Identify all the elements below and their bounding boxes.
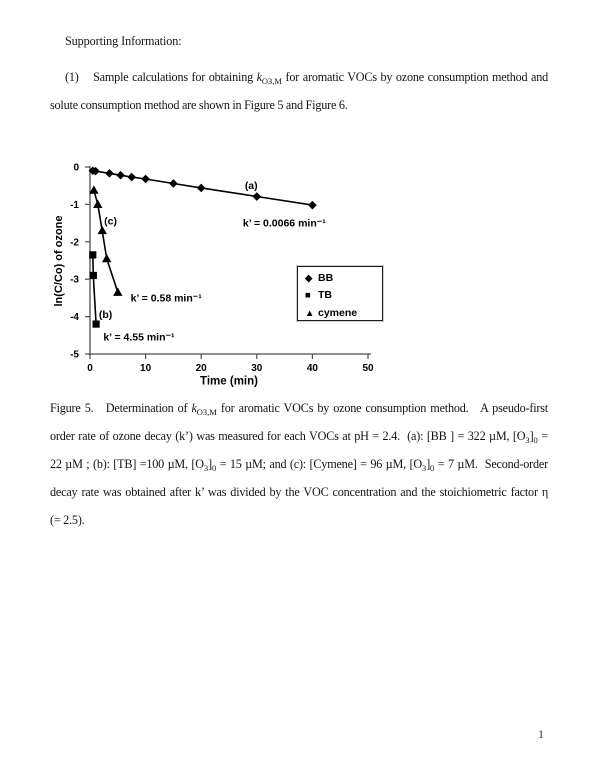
caption-line-2: order rate of ozone decay (k’) was measu… — [50, 422, 548, 450]
square-marker-icon: ■ — [305, 290, 311, 301]
data-point-cymene — [93, 199, 103, 208]
triangle-marker-icon: ▲ — [305, 307, 315, 319]
page-number: 1 — [538, 727, 544, 741]
italic-run: k — [256, 70, 262, 84]
data-point-BB — [169, 179, 178, 188]
data-point-cymene — [113, 287, 123, 296]
script-run: O3,M — [261, 75, 282, 86]
x-tick-label: 20 — [196, 363, 208, 374]
annotation-4: (b) — [99, 309, 112, 321]
supporting-information-heading: Supporting Information: — [65, 34, 182, 48]
text-run: = 15 µM; and (c): [Cymene] = 96 µM, [O — [216, 457, 422, 471]
italic-run: k — [191, 401, 197, 415]
legend-item-tb: ■ TB — [298, 285, 382, 302]
legend-label: TB — [318, 289, 332, 301]
script-run: 3 — [203, 462, 209, 473]
text-run: Figure 5. Determination of — [50, 401, 192, 415]
text-run: = — [537, 429, 548, 443]
data-point-TB — [89, 271, 97, 280]
annotation-5: k’ = 4.55 min⁻¹ — [103, 332, 175, 344]
x-tick-label: 50 — [362, 363, 374, 374]
text-run: (= 2.5). — [50, 513, 85, 527]
annotation-1: k’ = 0.0066 min⁻¹ — [243, 218, 326, 230]
text-run: ] — [208, 457, 212, 471]
intro-line-1: (1) Sample calculations for obtaining kO… — [50, 63, 548, 91]
y-tick-label: -1 — [70, 200, 79, 211]
figure5-caption: Figure 5. Determination of kO3,M for aro… — [50, 394, 548, 534]
data-point-BB — [196, 183, 206, 193]
data-point-BB — [91, 166, 100, 176]
legend-item-cymene: ▲ cymene — [298, 303, 382, 320]
caption-line-3: 22 µM ; (b): [TB] =100 µM, [O3]0 = 15 µM… — [50, 450, 548, 478]
data-point-TB — [92, 320, 100, 328]
legend-label: cymene — [318, 306, 358, 319]
script-run: 0 — [211, 462, 217, 473]
text-run: solute consumption method are shown in F… — [50, 98, 348, 112]
annotation-3: k’ = 0.58 min⁻¹ — [131, 292, 203, 304]
y-tick-label: -4 — [70, 312, 79, 323]
text-run: order rate of ozone decay (k’) was measu… — [50, 429, 526, 443]
y-tick-label: 0 — [73, 163, 79, 174]
series-line-BB — [92, 169, 313, 206]
text-run: for aromatic VOCs by ozone consumption m… — [216, 401, 548, 415]
script-run: 0 — [430, 462, 435, 473]
script-run: 3 — [421, 462, 427, 473]
x-tick-label: 0 — [87, 363, 93, 374]
intro-line-2: solute consumption method are shown in F… — [50, 91, 548, 119]
text-run: ] — [529, 429, 534, 443]
chart-legend: ◆ BB ■ TB ▲ cymene — [297, 266, 383, 321]
text-run: decay rate was obtained after k’ was div… — [50, 485, 548, 499]
caption-line-1: Figure 5. Determination of kO3,M for aro… — [50, 394, 548, 422]
y-tick-label: -2 — [70, 237, 79, 248]
data-point-BB — [308, 200, 317, 210]
text-run: (1) Sample calculations for obtaining — [65, 70, 257, 84]
data-point-BB — [116, 170, 125, 180]
y-tick-label: -3 — [70, 275, 79, 286]
data-point-BB — [252, 192, 262, 201]
x-tick-label: 30 — [251, 363, 263, 374]
diamond-marker-icon: ◆ — [305, 272, 313, 284]
legend-label: BB — [318, 271, 334, 284]
data-point-BB — [127, 172, 136, 182]
caption-line-4: decay rate was obtained after k’ was div… — [50, 478, 548, 506]
annotation-0: (a) — [245, 180, 258, 192]
data-point-cymene — [89, 185, 99, 194]
x-tick-label: 40 — [307, 363, 319, 374]
script-run: 3 — [525, 434, 530, 445]
script-run: O3,M — [196, 406, 217, 417]
text-run: for aromatic VOCs by ozone consumption m… — [281, 70, 548, 84]
data-point-cymene — [97, 225, 107, 235]
y-tick-label: -5 — [70, 350, 79, 361]
script-run: 0 — [533, 434, 538, 445]
caption-line-5: (= 2.5). — [50, 506, 548, 534]
intro-paragraph: (1) Sample calculations for obtaining kO… — [50, 63, 548, 119]
data-point-TB — [89, 251, 97, 259]
legend-item-bb: ◆ BB — [298, 268, 382, 285]
text-run: = 7 µM. Second-order — [434, 457, 548, 471]
data-point-BB — [105, 169, 114, 178]
annotation-2: (c) — [104, 216, 117, 228]
series-line-TB — [92, 254, 97, 325]
ozone-decay-plot: 0 -1 -2 -3 -4 -5 0 10 20 30 40 50 Time (min) ln(C/Co)… — [53, 163, 374, 388]
text-run: 22 µM ; (b): [TB] =100 µM, [O — [50, 457, 204, 471]
text-run: ] — [426, 457, 431, 471]
data-point-BB — [141, 174, 150, 184]
data-point-cymene — [101, 253, 112, 263]
x-tick-label: 10 — [140, 363, 152, 374]
x-axis-title: Time (min) — [200, 376, 258, 388]
y-axis-title: ln(C/Co) of ozone — [53, 215, 65, 306]
